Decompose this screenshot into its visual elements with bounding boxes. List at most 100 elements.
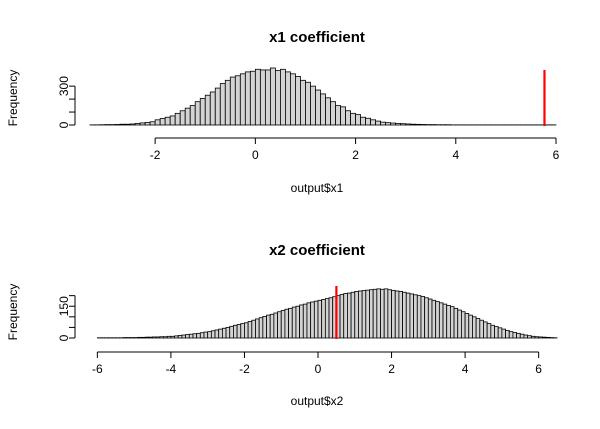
x2-histogram-bar [328, 297, 334, 339]
x1-histogram-bar [214, 87, 221, 126]
x2-histogram-bar [313, 300, 319, 339]
x1-histogram-bar [249, 70, 256, 126]
x1-chart-title: x1 coefficient [269, 29, 365, 46]
x1-x-tick-label: 6 [553, 148, 560, 162]
x2-histogram-bar [185, 334, 190, 339]
x2-histogram-bar [523, 334, 529, 339]
x1-bars [89, 67, 557, 126]
x2-histogram-bar [431, 299, 437, 339]
x2-histogram-bar [181, 334, 187, 339]
x2-histogram-bar [541, 336, 547, 339]
x2-bars [96, 288, 558, 339]
x2-histogram-bar [438, 302, 444, 339]
x2-histogram-bar [409, 293, 415, 339]
x1-histogram-bar [119, 123, 126, 126]
x2-histogram-bar [435, 301, 440, 339]
x2-histogram-bar [258, 317, 264, 339]
x1-x-tick-label: 4 [452, 148, 459, 162]
x1-histogram-bar [400, 123, 407, 126]
x2-histogram-bar [295, 305, 301, 339]
x2-histogram-bar [324, 298, 330, 339]
x1-histogram-bar [280, 68, 286, 126]
x1-histogram-bar [295, 76, 301, 126]
x1-histogram-bar [264, 69, 271, 126]
x2-histogram-bar [512, 332, 517, 339]
x1-histogram-bar [124, 123, 131, 126]
x2-histogram-bar [343, 293, 348, 339]
x1-histogram-bar [199, 98, 206, 126]
x2-x-tick-label: 0 [315, 362, 322, 376]
x2-histogram-bar [508, 331, 514, 339]
x2-x-tick-label: 2 [388, 362, 395, 376]
x2-histogram-bar [177, 335, 183, 339]
x2-histogram-bar [199, 332, 205, 339]
x2-histogram-bar [225, 327, 231, 339]
x1-histogram-bar [219, 83, 226, 126]
x1-histogram-bar [129, 123, 136, 126]
x1-histogram-bar [365, 117, 371, 126]
x2-histogram-bar [266, 314, 271, 339]
x2-histogram-bar [486, 323, 492, 339]
x2-histogram-bar [413, 294, 418, 339]
x1-x-axis: -2 0 2 4 6 [150, 137, 560, 162]
x1-histogram-bar [189, 105, 196, 126]
x1-histogram-bar [285, 71, 291, 126]
x1-histogram-bar [415, 123, 422, 126]
x2-histogram-bar [141, 336, 146, 339]
x1-histogram-bar [300, 79, 306, 126]
x1-histogram-bar [224, 79, 231, 126]
x1-x-tick-label: 0 [252, 148, 259, 162]
x2-histogram-bar [174, 335, 179, 339]
x2-histogram-bar [538, 336, 543, 339]
x2-histogram-bar [457, 309, 462, 339]
x2-y-axis-label: Frequency [6, 284, 20, 341]
x1-histogram-bar [330, 101, 336, 126]
x1-histogram-bar [114, 124, 121, 126]
x2-histogram-bar [534, 336, 540, 339]
x1-histogram-bar [204, 94, 211, 126]
x2-histogram-bar [170, 335, 175, 339]
x1-histogram-bar [194, 101, 201, 126]
x1-histogram-bar [360, 116, 366, 126]
x1-histogram-bar [144, 122, 151, 126]
x1-histogram-bar [259, 69, 266, 126]
x2-histogram-bar [365, 289, 370, 339]
x2-histogram-bar [218, 328, 223, 339]
x1-y-tick-label: 0 [57, 121, 71, 128]
x2-histogram-bar [166, 335, 172, 339]
x2-histogram-bar [196, 332, 201, 339]
x2-histogram-bar [530, 335, 536, 339]
x2-histogram-bar [221, 327, 227, 339]
x2-histogram-bar [468, 314, 473, 339]
x1-histogram-bar [345, 110, 351, 126]
x2-histogram-bar [273, 312, 278, 339]
x2-histogram-bar [302, 303, 308, 339]
x1-histogram-bar [390, 122, 397, 126]
x2-histogram-bar [288, 307, 293, 339]
x2-histogram-bar [236, 324, 242, 339]
x1-histogram-bar [350, 112, 356, 126]
x2-histogram-bar [159, 336, 164, 339]
x1-histogram-panel: x1 coefficient output$x1 Frequency -2 0 2 4… [6, 29, 560, 195]
x1-histogram-bar [340, 106, 346, 126]
x1-histogram-bar [234, 75, 241, 126]
x2-histogram-bar [207, 331, 212, 339]
x2-histogram-bar [163, 336, 168, 339]
x1-histogram-bar [244, 71, 251, 126]
x2-x-tick-label: 4 [462, 362, 469, 376]
x2-histogram-bar [505, 329, 510, 339]
x1-histogram-bar [209, 91, 216, 126]
x2-histogram-bar [449, 306, 455, 339]
x2-histogram-bar [262, 315, 267, 339]
x2-histogram-bar [479, 319, 484, 339]
x2-histogram-bar [229, 325, 234, 339]
x1-histogram-bar [385, 122, 392, 126]
x2-histogram-bar [306, 302, 312, 339]
x2-histogram-bar [347, 292, 352, 339]
x2-histogram-bar [210, 330, 216, 339]
x1-histogram-bar [134, 123, 141, 126]
x1-histogram-bar [154, 119, 161, 126]
x2-histogram-bar [354, 291, 359, 339]
x2-histogram-bar [299, 304, 304, 339]
x2-x-axis: -6 -4 -2 0 2 4 6 [92, 351, 542, 376]
